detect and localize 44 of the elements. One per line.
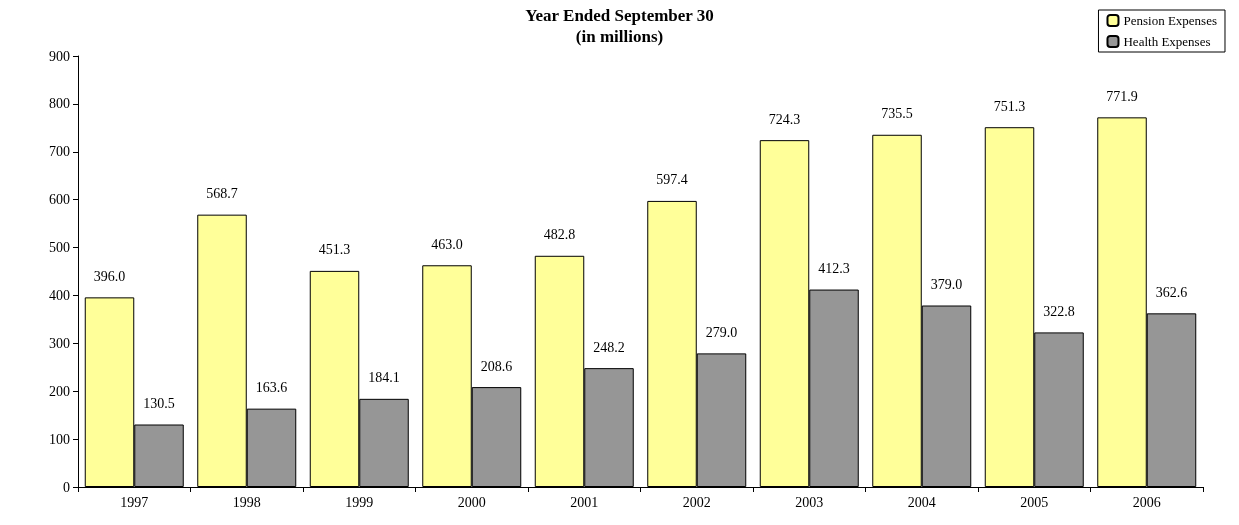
data-label: 184.1: [368, 370, 400, 386]
y-tick-label: 500: [49, 240, 70, 256]
data-label: 163.6: [255, 380, 288, 396]
x-tick-label: 2005: [1020, 494, 1049, 510]
data-label: 248.2: [593, 339, 625, 355]
y-tick-label: 0: [63, 479, 70, 495]
data-label: 724.3: [768, 111, 801, 127]
x-tick-label: 1999: [345, 494, 374, 510]
y-tick-label: 900: [49, 48, 70, 64]
x-tick-label: 2006: [1132, 494, 1161, 510]
data-label: 412.3: [818, 261, 850, 277]
data-label: 751.3: [993, 98, 1026, 114]
y-tick-label: 700: [49, 144, 70, 160]
y-tick-label: 200: [49, 383, 70, 399]
data-label: 735.5: [881, 106, 913, 122]
x-tick-label: 1997: [120, 494, 149, 510]
x-tick-label: 2004: [907, 494, 936, 510]
legend-label: Health Expenses: [1123, 34, 1211, 49]
y-tick-label: 100: [49, 431, 70, 447]
data-label: 451.3: [318, 242, 351, 258]
data-label: 279.0: [705, 324, 738, 340]
x-tick-label: 2003: [795, 494, 824, 510]
data-label: 208.6: [480, 358, 513, 374]
chart-title: Year Ended September 30: [525, 6, 714, 25]
data-label: 568.7: [206, 186, 238, 202]
data-label: 771.9: [1106, 88, 1138, 104]
y-tick-label: 300: [49, 335, 70, 351]
x-tick-label: 2001: [570, 494, 599, 510]
y-tick-label: 400: [49, 287, 70, 303]
y-tick-label: 600: [49, 192, 70, 208]
legend-label: Pension Expenses: [1123, 13, 1218, 28]
data-label: 362.6: [1155, 284, 1188, 300]
chart-subtitle: (in millions): [575, 27, 664, 46]
data-label: 597.4: [656, 172, 688, 188]
data-label: 482.8: [543, 227, 576, 243]
x-tick-label: 2002: [682, 494, 711, 510]
x-tick-label: 2000: [457, 494, 486, 510]
y-tick-label: 800: [49, 96, 70, 112]
data-label: 130.5: [143, 396, 175, 412]
x-tick-label: 1998: [232, 494, 261, 510]
data-label: 396.0: [93, 268, 126, 284]
data-label: 463.0: [431, 236, 463, 252]
data-label: 379.0: [930, 277, 963, 292]
data-label: 322.8: [1043, 303, 1075, 319]
